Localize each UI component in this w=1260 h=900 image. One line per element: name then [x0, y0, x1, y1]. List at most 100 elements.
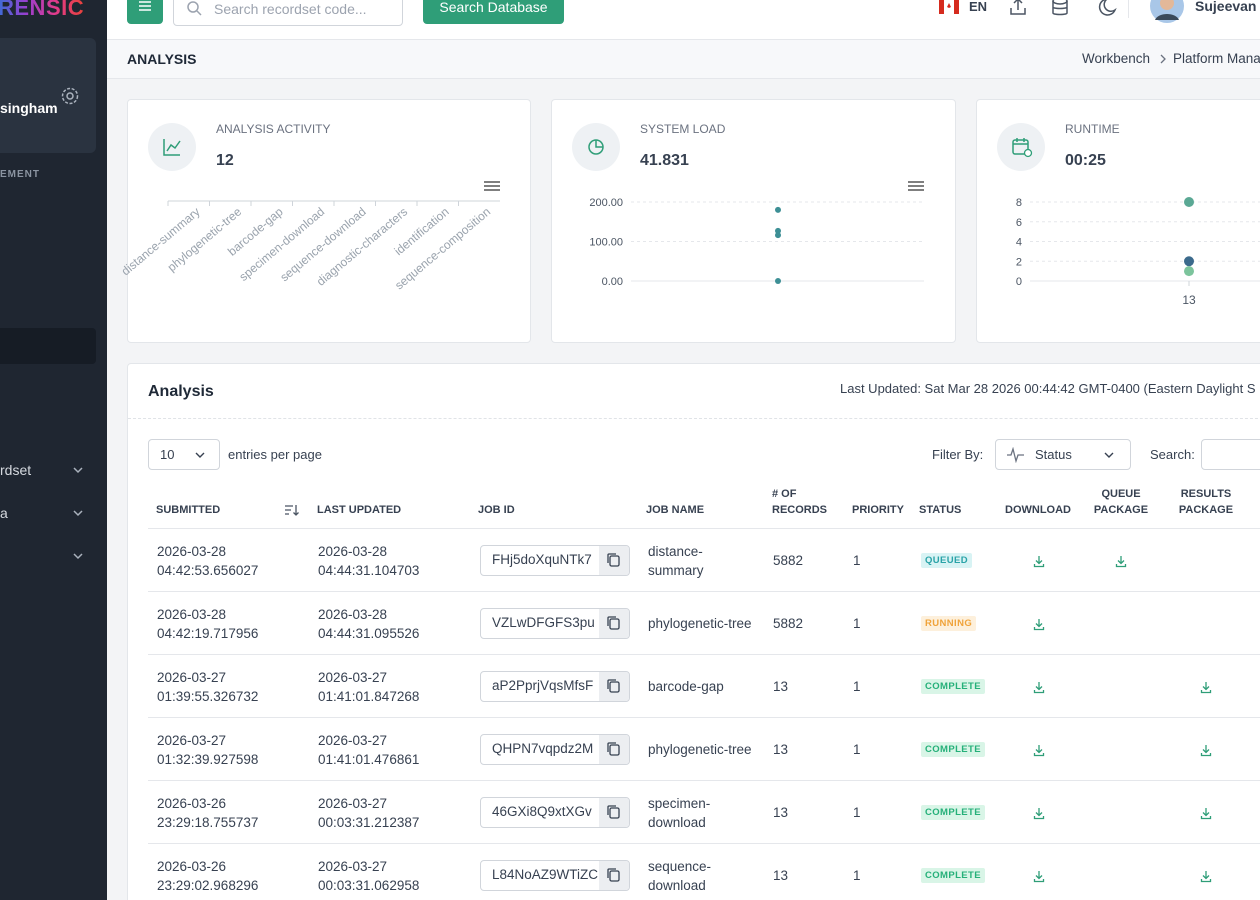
- column-header[interactable]: SUBMITTED: [156, 504, 221, 516]
- language[interactable]: EN: [969, 0, 988, 14]
- download-icon[interactable]: [1033, 681, 1047, 695]
- priority-text: 1: [853, 679, 861, 694]
- last-updated-text: 2026-03-27 01:41:01.476861: [318, 732, 420, 767]
- download-icon[interactable]: [1033, 870, 1047, 884]
- queue-package-icon[interactable]: [1115, 555, 1129, 569]
- entries-select[interactable]: 10: [148, 439, 220, 470]
- status-badge: COMPLETE: [921, 679, 985, 694]
- submitted-text: 2026-03-27 01:32:39.927598: [157, 732, 259, 767]
- copy-button[interactable]: [599, 609, 629, 638]
- download-icon[interactable]: [1033, 618, 1047, 632]
- page-title: ANALYSIS: [127, 51, 197, 67]
- column-header[interactable]: QUEUE PACKAGE: [1093, 488, 1149, 516]
- column-header[interactable]: STATUS: [919, 504, 962, 516]
- download-icon[interactable]: [1033, 744, 1047, 758]
- filter-label: Filter By:: [932, 447, 984, 462]
- card-title: SYSTEM LOAD: [640, 122, 726, 136]
- table-title: Analysis: [148, 383, 214, 400]
- search-label: Search:: [1150, 447, 1195, 462]
- results-package-icon[interactable]: [1200, 807, 1214, 821]
- last-updated-text: 2026-03-27 01:41:01.847268: [318, 669, 420, 704]
- results-package-icon[interactable]: [1200, 681, 1214, 695]
- page-header: ANALYSIS Workbench Platform Mana: [107, 40, 1260, 79]
- submitted-text: 2026-03-27 01:39:55.326732: [157, 669, 259, 704]
- search-input[interactable]: Search recordset code...: [173, 0, 403, 26]
- job-name: phylogenetic-tree: [648, 718, 755, 781]
- card-title: ANALYSIS ACTIVITY: [216, 122, 331, 136]
- card-icon: [148, 123, 196, 171]
- user-name[interactable]: Sujeevan I: [1195, 0, 1260, 14]
- last-updated: 2026-03-27 00:03:31.212387: [318, 781, 448, 844]
- entries-label: entries per page: [228, 447, 322, 462]
- copy-button[interactable]: [599, 861, 629, 890]
- records-text: 13: [773, 742, 789, 757]
- priority-text: 1: [853, 805, 861, 820]
- last-updated-text: 2026-03-28 04:44:31.095526: [318, 606, 420, 641]
- copy-button[interactable]: [599, 546, 629, 575]
- job-id: QHPN7vqpdz2M: [492, 741, 594, 756]
- toolbar-icons[interactable]: [1007, 0, 1127, 18]
- download-icon[interactable]: [1033, 807, 1047, 821]
- submitted-text: 2026-03-28 04:42:53.656027: [157, 543, 259, 578]
- status-badge: RUNNING: [921, 616, 977, 631]
- stat-card: RUNTIME 00:25: [976, 99, 1260, 343]
- settings-icon[interactable]: [60, 86, 80, 106]
- records: 13: [773, 781, 833, 844]
- copy-button[interactable]: [599, 672, 629, 701]
- records: 5882: [773, 592, 833, 655]
- status-badge: QUEUED: [921, 553, 973, 568]
- copy-button[interactable]: [599, 735, 629, 764]
- records: 13: [773, 844, 833, 900]
- submitted: 2026-03-28 04:42:19.717956: [157, 592, 287, 655]
- priority-text: 1: [853, 616, 861, 631]
- avatar[interactable]: [1149, 0, 1185, 24]
- column-header[interactable]: RESULTS PACKAGE: [1178, 488, 1234, 516]
- breadcrumb-item[interactable]: Workbench: [1082, 51, 1151, 66]
- table-search[interactable]: [1201, 439, 1260, 470]
- column-header[interactable]: PRIORITY: [852, 504, 904, 516]
- job-name: phylogenetic-tree: [648, 592, 755, 655]
- job-id-field[interactable]: VZLwDFGFS3pu: [480, 608, 630, 639]
- filter-select[interactable]: Status: [995, 439, 1131, 470]
- profile-name: singham: [0, 100, 58, 116]
- copy-button[interactable]: [599, 798, 629, 827]
- header-rule: [148, 528, 1260, 529]
- job-id-field[interactable]: L84NoAZ9WTiZC: [480, 860, 630, 891]
- column-header[interactable]: JOB NAME: [646, 504, 705, 516]
- job-name: specimen-download: [648, 781, 755, 844]
- job-name-text: phylogenetic-tree: [648, 742, 752, 757]
- sort-icon[interactable]: [284, 503, 300, 517]
- search-button[interactable]: Search Database: [423, 0, 564, 24]
- results-package-icon[interactable]: [1200, 744, 1214, 758]
- nav-active[interactable]: [0, 328, 96, 364]
- job-id-field[interactable]: QHPN7vqpdz2M: [480, 734, 630, 765]
- menu-button[interactable]: [127, 0, 163, 24]
- status-badge: COMPLETE: [921, 742, 985, 757]
- job-id-field[interactable]: FHj5doXquNTk7: [480, 545, 630, 576]
- results-package-icon[interactable]: [1200, 870, 1214, 884]
- card-value: 12: [216, 152, 234, 169]
- search-placeholder: Search recordset code...: [214, 1, 367, 17]
- job-id: 46GXi8Q9xtXGv: [492, 804, 592, 819]
- logo[interactable]: RENSIC: [0, 0, 84, 21]
- job-id-field[interactable]: aP2PprjVqsMfsF: [480, 671, 630, 702]
- priority: 1: [853, 844, 893, 900]
- entries-value: 10: [160, 447, 175, 462]
- card-title: RUNTIME: [1065, 122, 1120, 136]
- column-header[interactable]: DOWNLOAD: [1005, 504, 1071, 516]
- download-icon[interactable]: [1033, 555, 1047, 569]
- column-header[interactable]: # OF RECORDS: [772, 488, 828, 516]
- submitted: 2026-03-26 23:29:02.968296: [157, 844, 287, 900]
- nav-item[interactable]: a: [0, 505, 8, 521]
- job-id: L84NoAZ9WTiZC: [492, 867, 598, 882]
- job-id-field[interactable]: 46GXi8Q9xtXGv: [480, 797, 630, 828]
- submitted: 2026-03-26 23:29:18.755737: [157, 781, 287, 844]
- column-header[interactable]: LAST UPDATED: [317, 504, 402, 516]
- priority: 1: [853, 655, 893, 718]
- column-header[interactable]: JOB ID: [478, 504, 515, 516]
- nav-item[interactable]: rdset: [0, 462, 32, 478]
- table-row: [148, 844, 1260, 900]
- breadcrumb-item[interactable]: Platform Mana: [1173, 51, 1260, 66]
